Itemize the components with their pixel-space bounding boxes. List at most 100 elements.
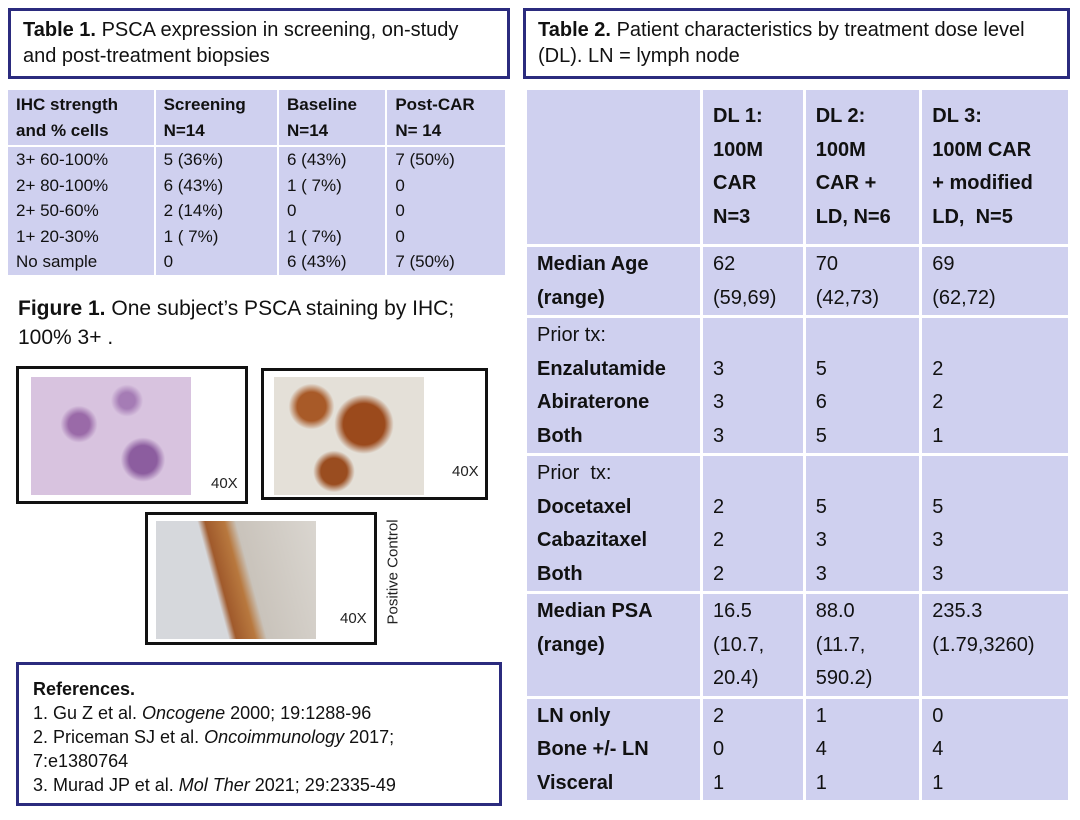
table-row: No sample 0 6 (43%) 7 (50%) [8,249,505,275]
cell-line: 16.5 [713,600,752,622]
table-cell: 0 [919,697,1068,733]
header-line: CAR [713,172,757,194]
cell-line: 3 [713,424,725,447]
cell-line: 2 [932,357,944,380]
table-cell: 2+ 50-60% [16,201,99,220]
reference-text: 3. Murad JP et al. [33,775,179,795]
magnification: 40X [211,475,238,492]
header-row: IHC strength and % cells Screening N=14 Base… [8,90,505,147]
table-cell: 2 [919,352,1068,386]
table-cell: 1 [919,419,1068,455]
cell-line: 3 [815,529,827,551]
table-cell: 1 ( 7%) [276,223,387,249]
table-row: Both 3 5 1 [527,419,1068,455]
cell-line: (10.7, [713,633,765,656]
row-group: Prior tx: Enzalutamide 3 5 2 Abiraterone 3 6 2 Bo… [527,316,1068,455]
table-cell: 3 [802,557,921,593]
empty-cell [802,316,921,353]
header-line: CAR + [815,172,877,194]
header-line: 100M [713,138,764,161]
cell-line: 590.2) [815,667,873,689]
header-cell: DL 1: 100M CAR N=3 [700,90,805,246]
table-cell: 235.3 (1.79,3260) [919,592,1068,697]
table-cell: 3 [919,557,1068,593]
label-line: Enzalutamide [537,357,666,380]
table-cell: 5 [802,490,921,524]
header-cell: Baseline N=14 [276,90,387,147]
cell-line: 2 [713,495,725,518]
table-row: Median Age (range) 62 (59,69) 70 (42,73) 69 (62… [527,245,1068,317]
table-cell: 1 [802,697,921,733]
label-line: Both [537,562,583,585]
cell-line: 2 [713,562,725,585]
table-row: LN only 2 1 0 [527,697,1068,733]
table-cell: 0 [385,198,505,224]
caption-label: Table 1. [23,19,96,41]
label-line: Median Age [537,253,649,275]
header-cell: Screening N=14 [153,90,278,147]
table-row: Visceral 1 1 1 [527,766,1068,800]
cell-line: (59,69) [713,286,777,309]
table-row: Cabazitaxel 2 3 3 [527,524,1068,558]
table-cell: 2 [700,524,805,558]
table-cell: 2+ 80-100% [16,175,109,195]
table-row: Both 2 3 3 [527,557,1068,593]
table-body: 3+ 60-100% 5 (36%) 6 (43%) 7 (50%) 2+ 80-100… [8,146,505,275]
header-line: Screening [163,95,246,114]
row-label: Enzalutamide [527,353,702,387]
figure1-caption: Figure 1. One subject’s PSCA staining by… [18,294,513,352]
table-cell: 5 [802,352,921,386]
caption-label: Table 2. [538,19,611,41]
header-row: DL 1: 100M CAR N=3 DL 2: 100M CAR + LD, N=6 DL 3… [527,90,1068,246]
header-line: Baseline [287,95,357,114]
reference-text: 2. Priceman SJ et al. [33,727,205,747]
table-cell: 2 (14%) [153,198,278,224]
header-line: + modified [932,172,1033,194]
header-line: N= 14 [395,120,442,140]
header-line: DL 3: [932,105,982,127]
journal: Mol Ther [178,775,250,795]
table-cell: 1 ( 7%) [276,172,387,198]
cell-line: (42,73) [815,286,880,309]
table-cell: 7 (50%) [385,146,505,173]
he-stain-image [31,377,191,495]
label-line: Bone +/- LN [537,738,649,760]
cell-line: 5 [815,495,827,518]
cell-line: (1.79,3260) [932,633,1035,656]
table2: DL 1: 100M CAR N=3 DL 2: 100M CAR + LD, N=6 DL 3… [527,90,1068,800]
cell-line: 1 [713,771,725,794]
table-cell: No sample [16,252,98,271]
table-row: Enzalutamide 3 5 2 [527,352,1068,387]
table-cell: 2 [700,697,805,733]
table-cell: 0 [700,733,805,767]
magnification: 40X [452,463,479,480]
row-label: Both [527,558,702,593]
table-cell: 3 [700,352,805,386]
table-cell: 7 (50%) [385,249,505,275]
table-cell: 5 [919,490,1068,524]
figure-text: One subject’s PSCA staining by IHC; 100%… [18,297,455,349]
label-line: Docetaxel [537,495,632,518]
table-row: 1+ 20-30% 1 ( 7%) 1 ( 7%) 0 [8,223,505,249]
table-row: Bone +/- LN 0 4 4 [527,733,1068,767]
empty-cell [700,316,805,353]
label-line: Visceral [537,771,614,794]
row-label: Cabazitaxel [527,524,702,558]
cell-line: (11.7, [815,633,866,656]
table-cell: 1 [919,766,1068,800]
table1: IHC strength and % cells Screening N=14 Base… [8,90,505,275]
cell-line: 5 [815,357,827,380]
table-cell: 1 [802,766,921,800]
table-row: Median PSA (range) 16.5 (10.7, 20.4) 88.0 (11.… [527,592,1068,697]
cell-line: 5 [815,424,827,447]
row-label: Abiraterone [527,386,702,420]
label-line: (range) [537,286,605,309]
image-panel: 40X [145,512,377,645]
table-cell: 1+ 20-30% [16,226,99,246]
group-heading-row: Prior tx: [527,454,1068,491]
caption-text: Patient characteristics by treatment dos… [538,19,1025,67]
reference-detail: 2000; 19:1288-96 [225,703,372,723]
empty-cell [802,454,921,491]
cell-line: 69 [932,253,955,275]
label-line: Abiraterone [537,391,650,413]
